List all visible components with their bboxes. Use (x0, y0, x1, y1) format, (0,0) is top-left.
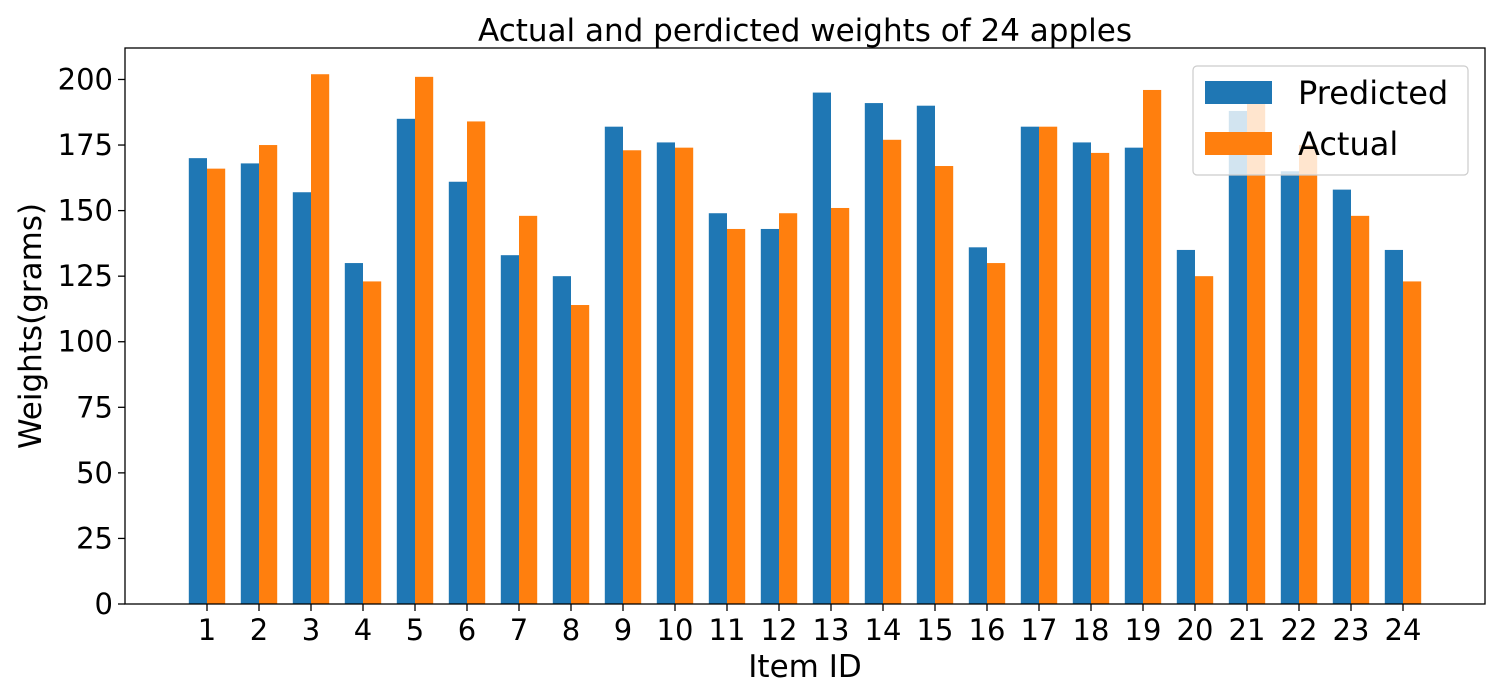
x-tick-label: 3 (302, 613, 320, 647)
y-tick-label: 175 (58, 128, 113, 162)
bar-actual-9 (623, 150, 642, 604)
bar-actual-12 (779, 213, 798, 605)
bar-actual-7 (519, 215, 538, 604)
bar-predicted-7 (500, 255, 519, 604)
bar-actual-23 (1351, 215, 1370, 604)
x-tick-label: 2 (250, 613, 268, 647)
bar-predicted-1 (188, 158, 207, 604)
bar-predicted-15 (916, 105, 935, 604)
bar-predicted-23 (1332, 189, 1351, 604)
bar-actual-2 (259, 145, 278, 605)
bar-predicted-18 (1072, 142, 1091, 605)
x-tick-label: 1 (198, 613, 216, 647)
bar-predicted-2 (240, 163, 259, 604)
x-tick-label: 16 (969, 613, 1006, 647)
bar-actual-1 (207, 168, 226, 604)
x-tick-label: 4 (354, 613, 372, 647)
x-tick-label: 8 (562, 613, 580, 647)
bar-actual-18 (1091, 152, 1110, 604)
x-tick-label: 6 (458, 613, 476, 647)
bar-actual-19 (1143, 89, 1162, 604)
bar-actual-5 (415, 76, 434, 605)
bar-actual-14 (883, 139, 902, 605)
x-tick-label: 14 (865, 613, 902, 647)
bar-actual-10 (675, 147, 694, 604)
bar-actual-16 (987, 263, 1006, 604)
x-tick-label: 9 (614, 613, 632, 647)
bar-predicted-21 (1228, 110, 1247, 604)
bar-actual-11 (727, 228, 746, 604)
y-axis-label: Weights(grams) (13, 203, 49, 449)
legend-swatch-actual (1205, 132, 1272, 155)
bar-actual-21 (1247, 103, 1266, 604)
x-tick-label: 11 (709, 613, 746, 647)
bar-actual-24 (1403, 281, 1422, 604)
bar-predicted-16 (968, 247, 987, 604)
legend-label-actual: Actual (1298, 125, 1398, 163)
bar-actual-13 (831, 207, 850, 605)
y-tick-label: 0 (95, 587, 113, 621)
bar-predicted-19 (1124, 147, 1143, 604)
x-tick-label: 18 (1073, 613, 1110, 647)
bar-actual-8 (571, 305, 590, 604)
bar-actual-22 (1299, 145, 1318, 605)
bar-predicted-9 (604, 126, 623, 605)
bar-predicted-24 (1384, 249, 1403, 604)
bar-predicted-3 (292, 192, 311, 604)
x-tick-label: 10 (657, 613, 694, 647)
legend-swatch-predicted (1205, 81, 1272, 104)
bar-actual-17 (1039, 126, 1058, 605)
x-tick-label: 13 (813, 613, 850, 647)
bar-predicted-11 (708, 213, 727, 605)
bar-predicted-14 (864, 103, 883, 604)
bar-predicted-6 (448, 181, 467, 604)
bar-predicted-10 (656, 142, 675, 605)
bar-predicted-13 (812, 92, 831, 604)
bar-actual-3 (311, 74, 330, 605)
y-tick-label: 100 (58, 325, 113, 359)
legend-label-predicted: Predicted (1298, 74, 1448, 112)
bars-group (188, 74, 1422, 605)
y-tick-label: 25 (76, 521, 113, 555)
bar-predicted-4 (344, 263, 363, 604)
x-axis: 1 2 3 4 5 6 7 8 9 10 11 12 13 14 15 16 17 18 19 20 21 22 23 24 (198, 604, 1422, 647)
plot-frame (124, 47, 1486, 605)
legend: Predicted Actual (1192, 65, 1469, 176)
chart-title: Actual and perdicted weights of 24 apple… (478, 13, 1132, 49)
x-tick-label: 15 (917, 613, 954, 647)
y-tick-label: 75 (76, 390, 113, 424)
bar-actual-6 (467, 121, 486, 605)
x-tick-label: 23 (1333, 613, 1370, 647)
bar-predicted-5 (396, 118, 415, 604)
y-tick-label: 125 (58, 259, 113, 293)
x-tick-label: 12 (761, 613, 798, 647)
y-axis: 0 25 50 75 100 125 150 175 200 (58, 62, 125, 621)
bar-actual-4 (363, 281, 382, 604)
y-tick-label: 200 (58, 62, 113, 96)
x-tick-label: 7 (510, 613, 528, 647)
x-tick-label: 20 (1177, 613, 1214, 647)
bar-predicted-17 (1020, 126, 1039, 605)
x-tick-label: 21 (1229, 613, 1266, 647)
bar-predicted-12 (760, 228, 779, 604)
x-tick-label: 22 (1281, 613, 1318, 647)
x-tick-label: 5 (406, 613, 424, 647)
y-tick-label: 150 (58, 194, 113, 228)
bar-predicted-22 (1280, 171, 1299, 604)
bar-actual-15 (935, 166, 954, 604)
bar-predicted-20 (1176, 249, 1195, 604)
x-axis-label: Item ID (748, 649, 861, 685)
x-tick-label: 17 (1021, 613, 1058, 647)
bar-predicted-8 (552, 276, 571, 604)
x-tick-label: 24 (1385, 613, 1422, 647)
x-tick-label: 19 (1125, 613, 1162, 647)
y-tick-label: 50 (76, 456, 113, 490)
bar-actual-20 (1195, 276, 1214, 604)
